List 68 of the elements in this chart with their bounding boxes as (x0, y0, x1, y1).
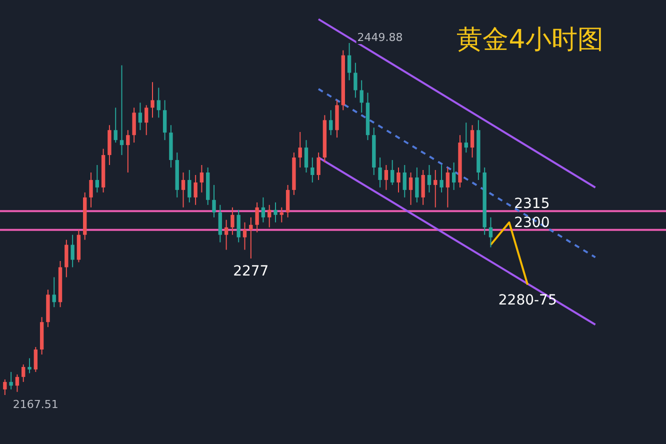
candlestick (200, 164, 204, 193)
candlestick (224, 219, 228, 250)
candlestick (261, 196, 266, 223)
ref-line-label: 2300 (514, 214, 550, 231)
candlestick (408, 172, 413, 206)
candlestick (378, 157, 382, 188)
candlestick (402, 164, 406, 198)
candlestick (156, 87, 161, 118)
annotation: 2280-75 (498, 292, 557, 309)
candlestick (396, 167, 400, 193)
candlestick (188, 170, 192, 203)
candlestick (452, 162, 456, 190)
candlestick (9, 371, 13, 390)
candlestick (218, 204, 222, 243)
candlestick (268, 204, 272, 228)
candlestick (194, 174, 198, 206)
candlestick (446, 167, 450, 208)
candlestick (286, 184, 290, 218)
candlestick (304, 140, 308, 173)
candlestick (427, 164, 432, 193)
candlestick (310, 157, 314, 183)
candlestick (488, 216, 493, 248)
candlestick (95, 164, 100, 193)
candlestick (236, 209, 240, 243)
candlestick (316, 152, 320, 180)
candlestick (230, 206, 234, 236)
candlestick (132, 107, 136, 144)
candlestick (464, 122, 468, 154)
candlestick (114, 107, 118, 144)
ref-line-label: 2315 (514, 196, 550, 212)
candlestick (52, 276, 56, 308)
candlestick (28, 358, 32, 374)
candlestick (138, 102, 142, 131)
candlestick (120, 64, 124, 156)
candlestick (415, 167, 419, 203)
candlestick (70, 234, 74, 268)
candlestick (242, 222, 247, 250)
candlestick (15, 374, 20, 392)
candlestick (440, 164, 444, 193)
candlestick (181, 172, 186, 208)
candlestick (298, 131, 302, 168)
candlestick (212, 184, 216, 218)
candlestick (421, 170, 425, 206)
candlestick (354, 62, 358, 98)
candlestick (280, 206, 284, 223)
candlestick (249, 216, 253, 260)
candlestick (3, 378, 7, 396)
candlestick (384, 164, 388, 190)
candlestick (390, 160, 394, 186)
candlestick (162, 100, 167, 141)
candlestick (89, 172, 93, 208)
candlestick (126, 130, 130, 173)
annotation: 2449.88 (357, 31, 403, 44)
candlestick (34, 346, 38, 372)
candlestick (360, 80, 364, 114)
candlestick (144, 104, 148, 136)
chart-title: 黄金4小时图 (456, 25, 604, 55)
candlestick (329, 110, 333, 136)
candlestick (434, 170, 438, 208)
candlestick (150, 82, 154, 118)
candlestick (274, 202, 278, 223)
candlestick (22, 364, 26, 382)
annotation: 2277 (233, 264, 269, 280)
candlestick (255, 202, 259, 233)
candlestick (64, 239, 68, 278)
candlestick (347, 42, 352, 81)
text: 2167.51 (12, 398, 58, 411)
candlestick (470, 124, 474, 158)
